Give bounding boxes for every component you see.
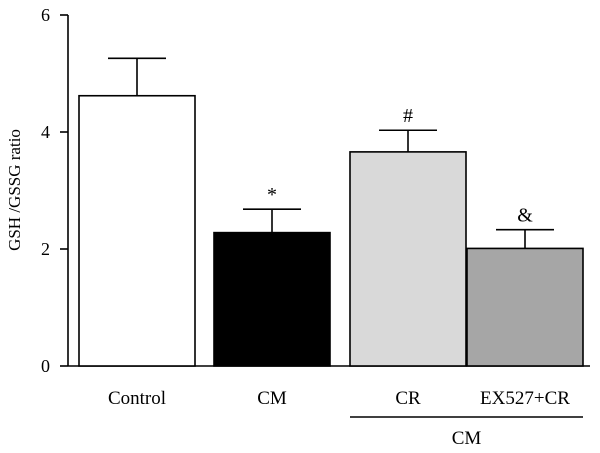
x-tick-label: CR [395, 388, 421, 409]
x-tick-label: Control [108, 388, 166, 409]
x-tick-label: EX527+CR [480, 388, 570, 409]
significance-marker: # [403, 105, 413, 127]
bar-cr [349, 151, 467, 367]
bars [78, 94, 584, 367]
significance-marker: * [267, 184, 277, 206]
y-tick-label: 6 [41, 5, 50, 25]
y-axis-label: GSH /GSSG ratio [5, 129, 24, 251]
bar-control [78, 94, 196, 367]
y-tick-label: 4 [41, 122, 50, 142]
bar-ex527-cr [466, 247, 584, 367]
y-tick-label: 2 [41, 239, 50, 259]
y-tick-label: 0 [41, 356, 50, 376]
group-bracket-label: CM [452, 428, 482, 449]
y-axis: 0 2 4 6 [41, 5, 69, 376]
significance-markers: * # & [267, 105, 533, 226]
x-tick-label: CM [257, 388, 287, 409]
x-tick-labels: Control CM CR EX527+CR [108, 388, 570, 409]
bar-cm [213, 231, 331, 367]
group-bracket: CM [350, 416, 583, 449]
significance-marker: & [517, 205, 533, 227]
error-bars [108, 57, 554, 249]
